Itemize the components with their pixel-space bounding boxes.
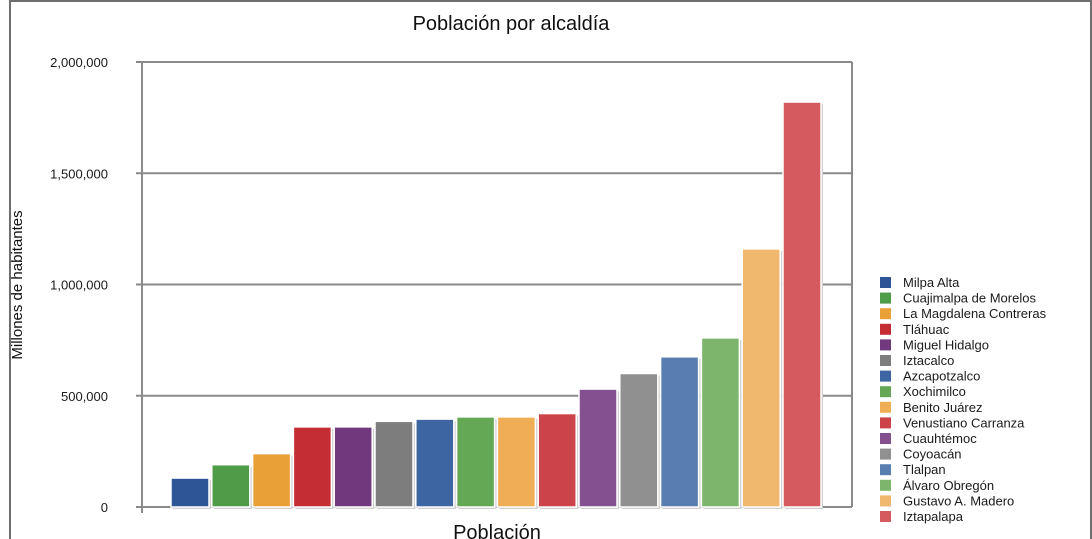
legend-swatch — [880, 495, 891, 507]
bar — [619, 372, 659, 508]
bar — [251, 452, 292, 508]
legend-label: Cuajimalpa de Morelos — [903, 291, 1036, 306]
legend-label: Xochimilco — [903, 384, 966, 399]
bar — [374, 420, 414, 508]
bar — [211, 463, 251, 508]
legend-swatch — [880, 417, 891, 429]
legend-label: Tláhuac — [903, 322, 950, 337]
bar — [782, 101, 822, 508]
legend-swatch — [880, 308, 891, 320]
legend-label: Cuauhtémoc — [903, 431, 977, 446]
legend-swatch — [880, 448, 891, 460]
legend-swatch — [880, 370, 891, 382]
legend-swatch — [880, 433, 891, 444]
bar — [496, 416, 537, 508]
bar — [292, 426, 333, 508]
legend-swatch — [880, 479, 891, 491]
legend-label: Azcapotzalco — [903, 369, 980, 384]
legend-swatch — [880, 323, 891, 335]
bar — [700, 337, 741, 508]
legend-label: Tlalpan — [903, 462, 946, 477]
legend-label: Miguel Hidalgo — [903, 337, 989, 352]
bar — [170, 477, 210, 508]
bar — [455, 416, 496, 508]
legend-swatch — [880, 277, 891, 288]
legend-label: Gustavo A. Madero — [903, 493, 1014, 508]
legend-swatch — [880, 339, 891, 351]
legend-swatch — [880, 511, 891, 522]
legend-label: Milpa Alta — [903, 275, 960, 290]
legend-swatch — [880, 355, 891, 366]
legend-swatch — [880, 464, 891, 476]
legend-swatch — [880, 401, 891, 413]
bar — [578, 388, 618, 508]
legend-swatch — [880, 386, 891, 398]
y-tick-label: 1,500,000 — [50, 166, 108, 181]
bars — [170, 101, 823, 510]
x-axis-title: Población — [453, 522, 541, 539]
legend-label: Iztacalco — [903, 353, 954, 368]
chart-title: Población por alcaldía — [413, 13, 611, 35]
legend-label: Benito Juárez — [903, 400, 983, 415]
legend-label: La Magdalena Contreras — [903, 306, 1047, 321]
legend-swatch — [880, 292, 891, 304]
bar — [333, 426, 373, 508]
y-tick-label: 0 — [101, 500, 108, 515]
y-tick-label: 500,000 — [61, 389, 108, 404]
legend-label: Álvaro Obregón — [903, 478, 994, 493]
legend-label: Venustiano Carranza — [903, 415, 1025, 430]
y-axis: 0 500,000 1,000,000 1,500,000 2,000,000 — [50, 55, 853, 515]
bar — [537, 412, 577, 508]
y-axis-title: Millones de habitantes — [9, 210, 26, 359]
y-tick-label: 2,000,000 — [50, 55, 108, 70]
y-tick-label: 1,000,000 — [50, 278, 108, 293]
bar — [741, 248, 781, 508]
chart-frame — [9, 0, 1092, 539]
bar — [659, 356, 700, 508]
legend-label: Iztapalapa — [903, 509, 964, 524]
legend-label: Coyoacán — [903, 447, 962, 462]
bar — [415, 418, 455, 508]
